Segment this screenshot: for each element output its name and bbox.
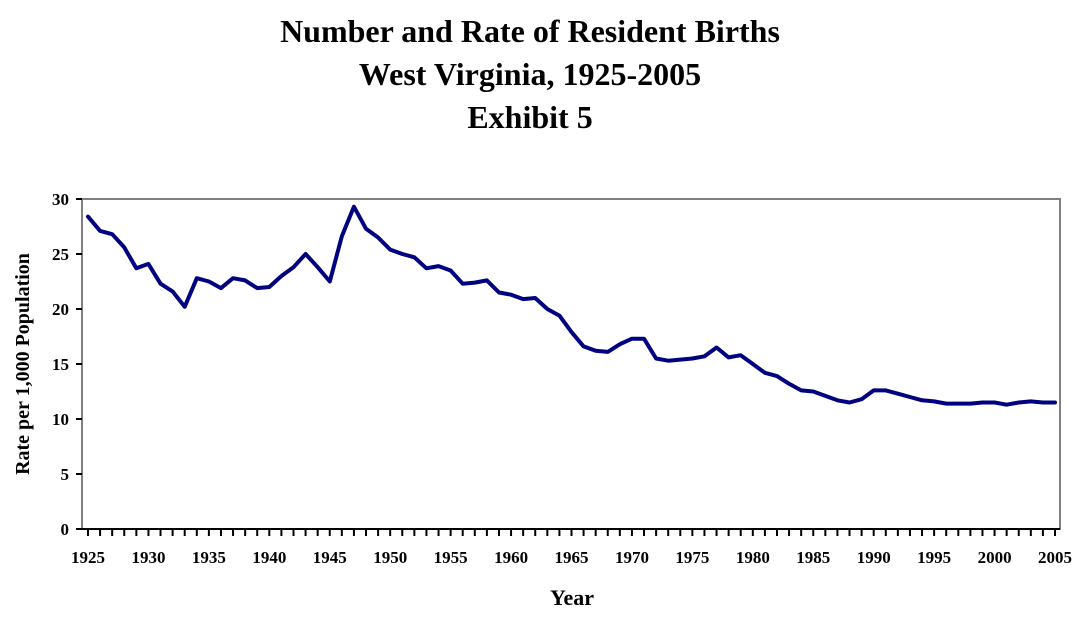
chart-title-line-3: Exhibit 5 [467,99,593,135]
y-tick-label: 30 [52,190,69,209]
chart-title-line-1: Number and Rate of Resident Births [280,13,780,49]
x-tick-label: 1940 [252,548,286,567]
chart-title-line-2: West Virginia, 1925-2005 [358,56,702,92]
x-tick-label: 1970 [615,548,649,567]
y-tick-label: 10 [52,410,69,429]
plot-area-frame [81,198,1061,530]
x-tick-label: 1950 [373,548,407,567]
x-tick-label: 1945 [313,548,347,567]
x-axis: 1925 1930 1935 1940 1945 1950 1955 1960 1965 1970… [71,528,1072,567]
x-axis-title: Year [550,585,594,610]
birth-rate-line [86,204,1057,407]
x-tick-label: 1975 [675,548,709,567]
x-tick-label: 1960 [494,548,528,567]
y-axis-title: Rate per 1,000 Population [12,253,34,475]
y-axis: 0 5 10 15 20 25 30 [52,190,82,539]
x-tick-label: 2000 [978,548,1012,567]
x-tick-label: 2005 [1038,548,1072,567]
x-tick-label: 1935 [192,548,226,567]
y-tick-label: 0 [61,520,70,539]
x-tick-label: 1955 [434,548,468,567]
x-tick-label: 1985 [796,548,830,567]
y-tick-label: 5 [61,465,70,484]
x-tick-label: 1990 [857,548,891,567]
x-tick-label: 1995 [917,548,951,567]
x-tick-label: 1980 [736,548,770,567]
y-tick-label: 15 [52,355,69,374]
x-tick-label: 1925 [71,548,105,567]
y-tick-label: 20 [52,300,69,319]
x-tick-label: 1965 [555,548,589,567]
y-tick-label: 25 [52,245,69,264]
x-tick-label: 1930 [131,548,165,567]
